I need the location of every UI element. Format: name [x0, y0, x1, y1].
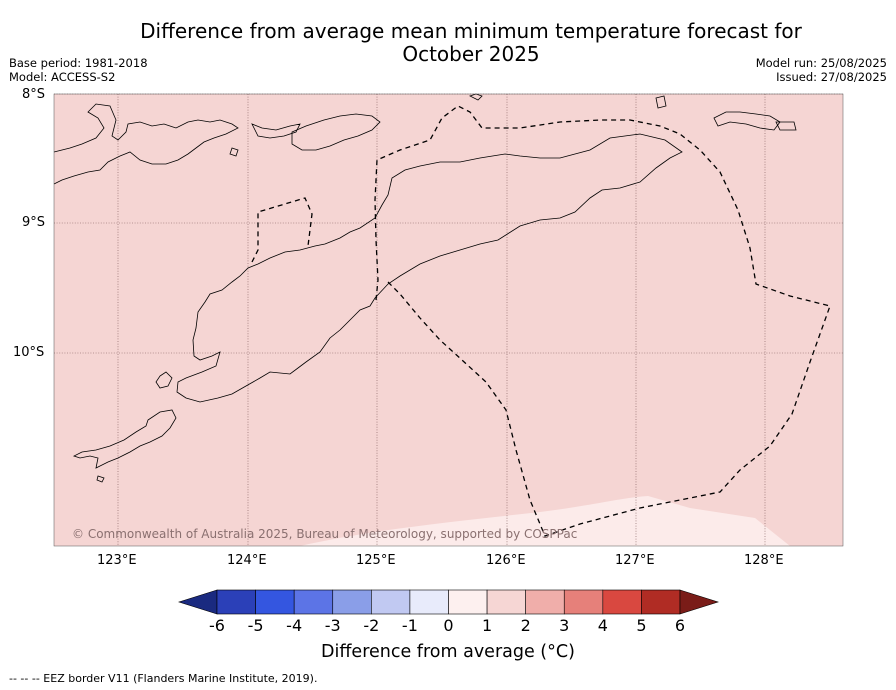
island-west-3 — [96, 475, 105, 483]
lat-label-8s: 8°S — [22, 87, 46, 102]
lat-label-9s: 9°S — [22, 215, 46, 230]
colorbar-tick-label: -5 — [247, 616, 264, 635]
island-north-8 — [775, 121, 797, 131]
eez-border-oecusse — [251, 197, 313, 263]
colorbar-tick-label: 3 — [559, 616, 570, 635]
colorbar-segment — [216, 589, 256, 615]
map-panel: © Commonwealth of Australia 2025, Bureau… — [53, 93, 844, 547]
map-background — [54, 94, 843, 546]
lon-label-128e: 128°E — [744, 553, 784, 568]
timor-coastline — [176, 133, 683, 403]
lon-label-126e: 126°E — [486, 553, 526, 568]
colorbar-segment — [332, 589, 372, 615]
lon-label-127e: 127°E — [615, 553, 655, 568]
issued-date: Issued: 27/08/2025 — [776, 70, 887, 84]
colorbar-segment — [293, 589, 334, 615]
chart-title: Difference from average mean minimum tem… — [110, 20, 832, 66]
lon-label-123e: 123°E — [97, 553, 137, 568]
colorbar-segment — [255, 589, 295, 615]
colorbar-tick-label: -3 — [324, 616, 341, 635]
island-north-7 — [713, 111, 781, 131]
colorbar-segment — [409, 589, 449, 615]
colorbar-arrow-low — [178, 589, 218, 615]
colorbar-label-suffix: ) — [568, 642, 575, 662]
colorbar-segment — [525, 589, 565, 615]
eez-border-southern — [387, 281, 831, 537]
colorbar-label-prefix: Difference from average ( — [321, 642, 548, 662]
colorbar-tick-label: 4 — [597, 616, 608, 635]
colorbar-label-unit: °C — [547, 642, 569, 662]
colorbar-segment — [602, 589, 642, 615]
colorbar-tick-label: 2 — [520, 616, 531, 635]
colorbar-tick-label: -4 — [286, 616, 303, 635]
lighter-anomaly-region — [300, 496, 790, 546]
island-north-4 — [229, 147, 239, 157]
colorbar-tick-label: -2 — [363, 616, 380, 635]
island-north-1 — [53, 103, 239, 185]
colorbar-tick-label: 0 — [443, 616, 454, 635]
map-frame — [53, 93, 844, 547]
island-north-5 — [468, 93, 483, 101]
colorbar-tick-label: 5 — [636, 616, 647, 635]
meta-right: Model run: 25/08/2025 Issued: 27/08/2025 — [756, 56, 887, 84]
eez-borders — [251, 105, 831, 537]
island-north-2 — [251, 123, 301, 139]
lon-label-125e: 125°E — [356, 553, 396, 568]
island-west-2 — [72, 409, 177, 469]
colorbar-tick-label: 6 — [674, 616, 686, 635]
footnote: -- -- -- EEZ border V11 (Flanders Marine… — [9, 672, 318, 685]
island-west-1 — [155, 371, 173, 389]
colorbar-segment — [486, 589, 526, 615]
model-name: Model: ACCESS-S2 — [9, 70, 116, 84]
base-period: Base period: 1981-2018 — [9, 56, 148, 70]
colorbar-tick-label: 1 — [481, 616, 493, 635]
eez-border-northern — [374, 105, 831, 307]
lon-label-124e: 124°E — [227, 553, 267, 568]
island-north-3 — [291, 113, 381, 151]
colorbar-segment — [641, 589, 681, 615]
lat-label-10s: 10°S — [13, 345, 45, 360]
colorbar-segment — [371, 589, 411, 615]
colorbar-tick-label: -1 — [401, 616, 418, 635]
colorbar-segment — [563, 589, 604, 615]
meta-left: Base period: 1981-2018 Model: ACCESS-S2 — [9, 56, 148, 84]
colorbar-label: Difference from average (°C) — [0, 642, 896, 662]
model-run: Model run: 25/08/2025 — [755, 56, 887, 70]
title-line-2: October 2025 — [402, 42, 540, 66]
colorbar-tick-label: -6 — [209, 616, 225, 635]
colorbar-segment — [448, 589, 488, 615]
coastlines — [53, 93, 797, 483]
copyright-text: © Commonwealth of Australia 2025, Bureau… — [72, 527, 577, 541]
colorbar-arrow-high — [679, 589, 719, 615]
title-line-1: Difference from average mean minimum tem… — [140, 19, 802, 43]
island-north-6 — [655, 95, 667, 109]
